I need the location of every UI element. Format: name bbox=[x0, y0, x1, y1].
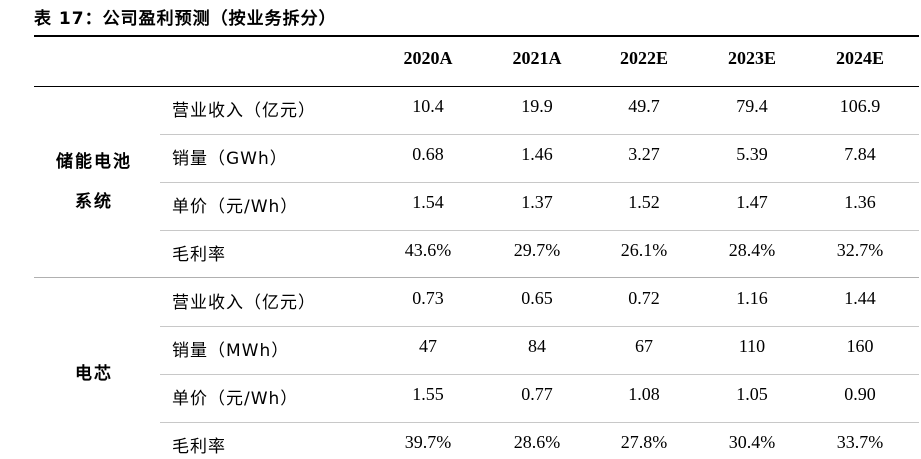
metric-label: 毛利率 bbox=[172, 437, 226, 457]
metric-label: 单价（元/Wh） bbox=[172, 389, 299, 409]
value-cell: 0.73 bbox=[412, 288, 444, 308]
segment-label-line: 电芯 bbox=[75, 364, 113, 384]
row-divider bbox=[160, 182, 919, 183]
value-cell: 1.37 bbox=[521, 192, 553, 212]
metric-label: 单价（元/Wh） bbox=[172, 197, 299, 217]
column-header: 2024E bbox=[835, 48, 884, 68]
value-cell: 1.55 bbox=[412, 384, 444, 404]
value-cell: 1.05 bbox=[736, 384, 768, 404]
value-cell: 67 bbox=[635, 336, 653, 356]
value-cell: 110 bbox=[738, 336, 766, 356]
value-cell: 28.4% bbox=[728, 240, 776, 260]
value-cell: 27.8% bbox=[620, 432, 668, 452]
value-cell: 1.16 bbox=[736, 288, 768, 308]
row-divider bbox=[160, 422, 919, 423]
row-divider bbox=[160, 374, 919, 375]
segment-label-line: 储能电池 bbox=[56, 152, 132, 172]
column-header: 2020A bbox=[403, 48, 453, 68]
value-cell: 160 bbox=[846, 336, 874, 356]
top-rule bbox=[34, 35, 919, 37]
value-cell: 30.4% bbox=[728, 432, 776, 452]
value-cell: 106.9 bbox=[839, 96, 881, 116]
value-cell: 26.1% bbox=[620, 240, 668, 260]
row-divider bbox=[160, 326, 919, 327]
metric-label: 毛利率 bbox=[172, 245, 226, 265]
segment-label-line: 系统 bbox=[75, 192, 113, 212]
value-cell: 10.4 bbox=[412, 96, 444, 116]
value-cell: 28.6% bbox=[513, 432, 561, 452]
metric-label: 销量（MWh） bbox=[172, 341, 290, 361]
header-rule bbox=[34, 86, 919, 87]
value-cell: 1.52 bbox=[628, 192, 660, 212]
value-cell: 33.7% bbox=[836, 432, 884, 452]
value-cell: 0.68 bbox=[412, 144, 444, 164]
value-cell: 5.39 bbox=[736, 144, 768, 164]
value-cell: 7.84 bbox=[844, 144, 876, 164]
value-cell: 0.72 bbox=[628, 288, 660, 308]
segment-label: 电芯 bbox=[34, 354, 154, 394]
value-cell: 47 bbox=[419, 336, 437, 356]
value-cell: 49.7 bbox=[628, 96, 660, 116]
value-cell: 29.7% bbox=[513, 240, 561, 260]
value-cell: 84 bbox=[528, 336, 546, 356]
metric-label: 营业收入（亿元） bbox=[172, 293, 316, 313]
segment-label: 储能电池 系统 bbox=[34, 142, 154, 222]
column-header: 2021A bbox=[512, 48, 562, 68]
group-divider bbox=[34, 277, 919, 278]
value-cell: 1.47 bbox=[736, 192, 768, 212]
row-divider bbox=[160, 230, 919, 231]
value-cell: 1.36 bbox=[844, 192, 876, 212]
row-divider bbox=[160, 134, 919, 135]
value-cell: 1.44 bbox=[844, 288, 876, 308]
table-title: 表 17：公司盈利预测（按业务拆分） bbox=[34, 9, 337, 29]
value-cell: 79.4 bbox=[736, 96, 768, 116]
column-header: 2023E bbox=[727, 48, 776, 68]
value-cell: 0.65 bbox=[521, 288, 553, 308]
value-cell: 0.90 bbox=[844, 384, 876, 404]
value-cell: 19.9 bbox=[521, 96, 553, 116]
value-cell: 43.6% bbox=[404, 240, 452, 260]
value-cell: 1.54 bbox=[412, 192, 444, 212]
value-cell: 0.77 bbox=[521, 384, 553, 404]
value-cell: 39.7% bbox=[404, 432, 452, 452]
metric-label: 销量（GWh） bbox=[172, 149, 288, 169]
value-cell: 1.08 bbox=[628, 384, 660, 404]
metric-label: 营业收入（亿元） bbox=[172, 101, 316, 121]
value-cell: 3.27 bbox=[628, 144, 660, 164]
value-cell: 1.46 bbox=[521, 144, 553, 164]
column-header: 2022E bbox=[619, 48, 668, 68]
value-cell: 32.7% bbox=[836, 240, 884, 260]
